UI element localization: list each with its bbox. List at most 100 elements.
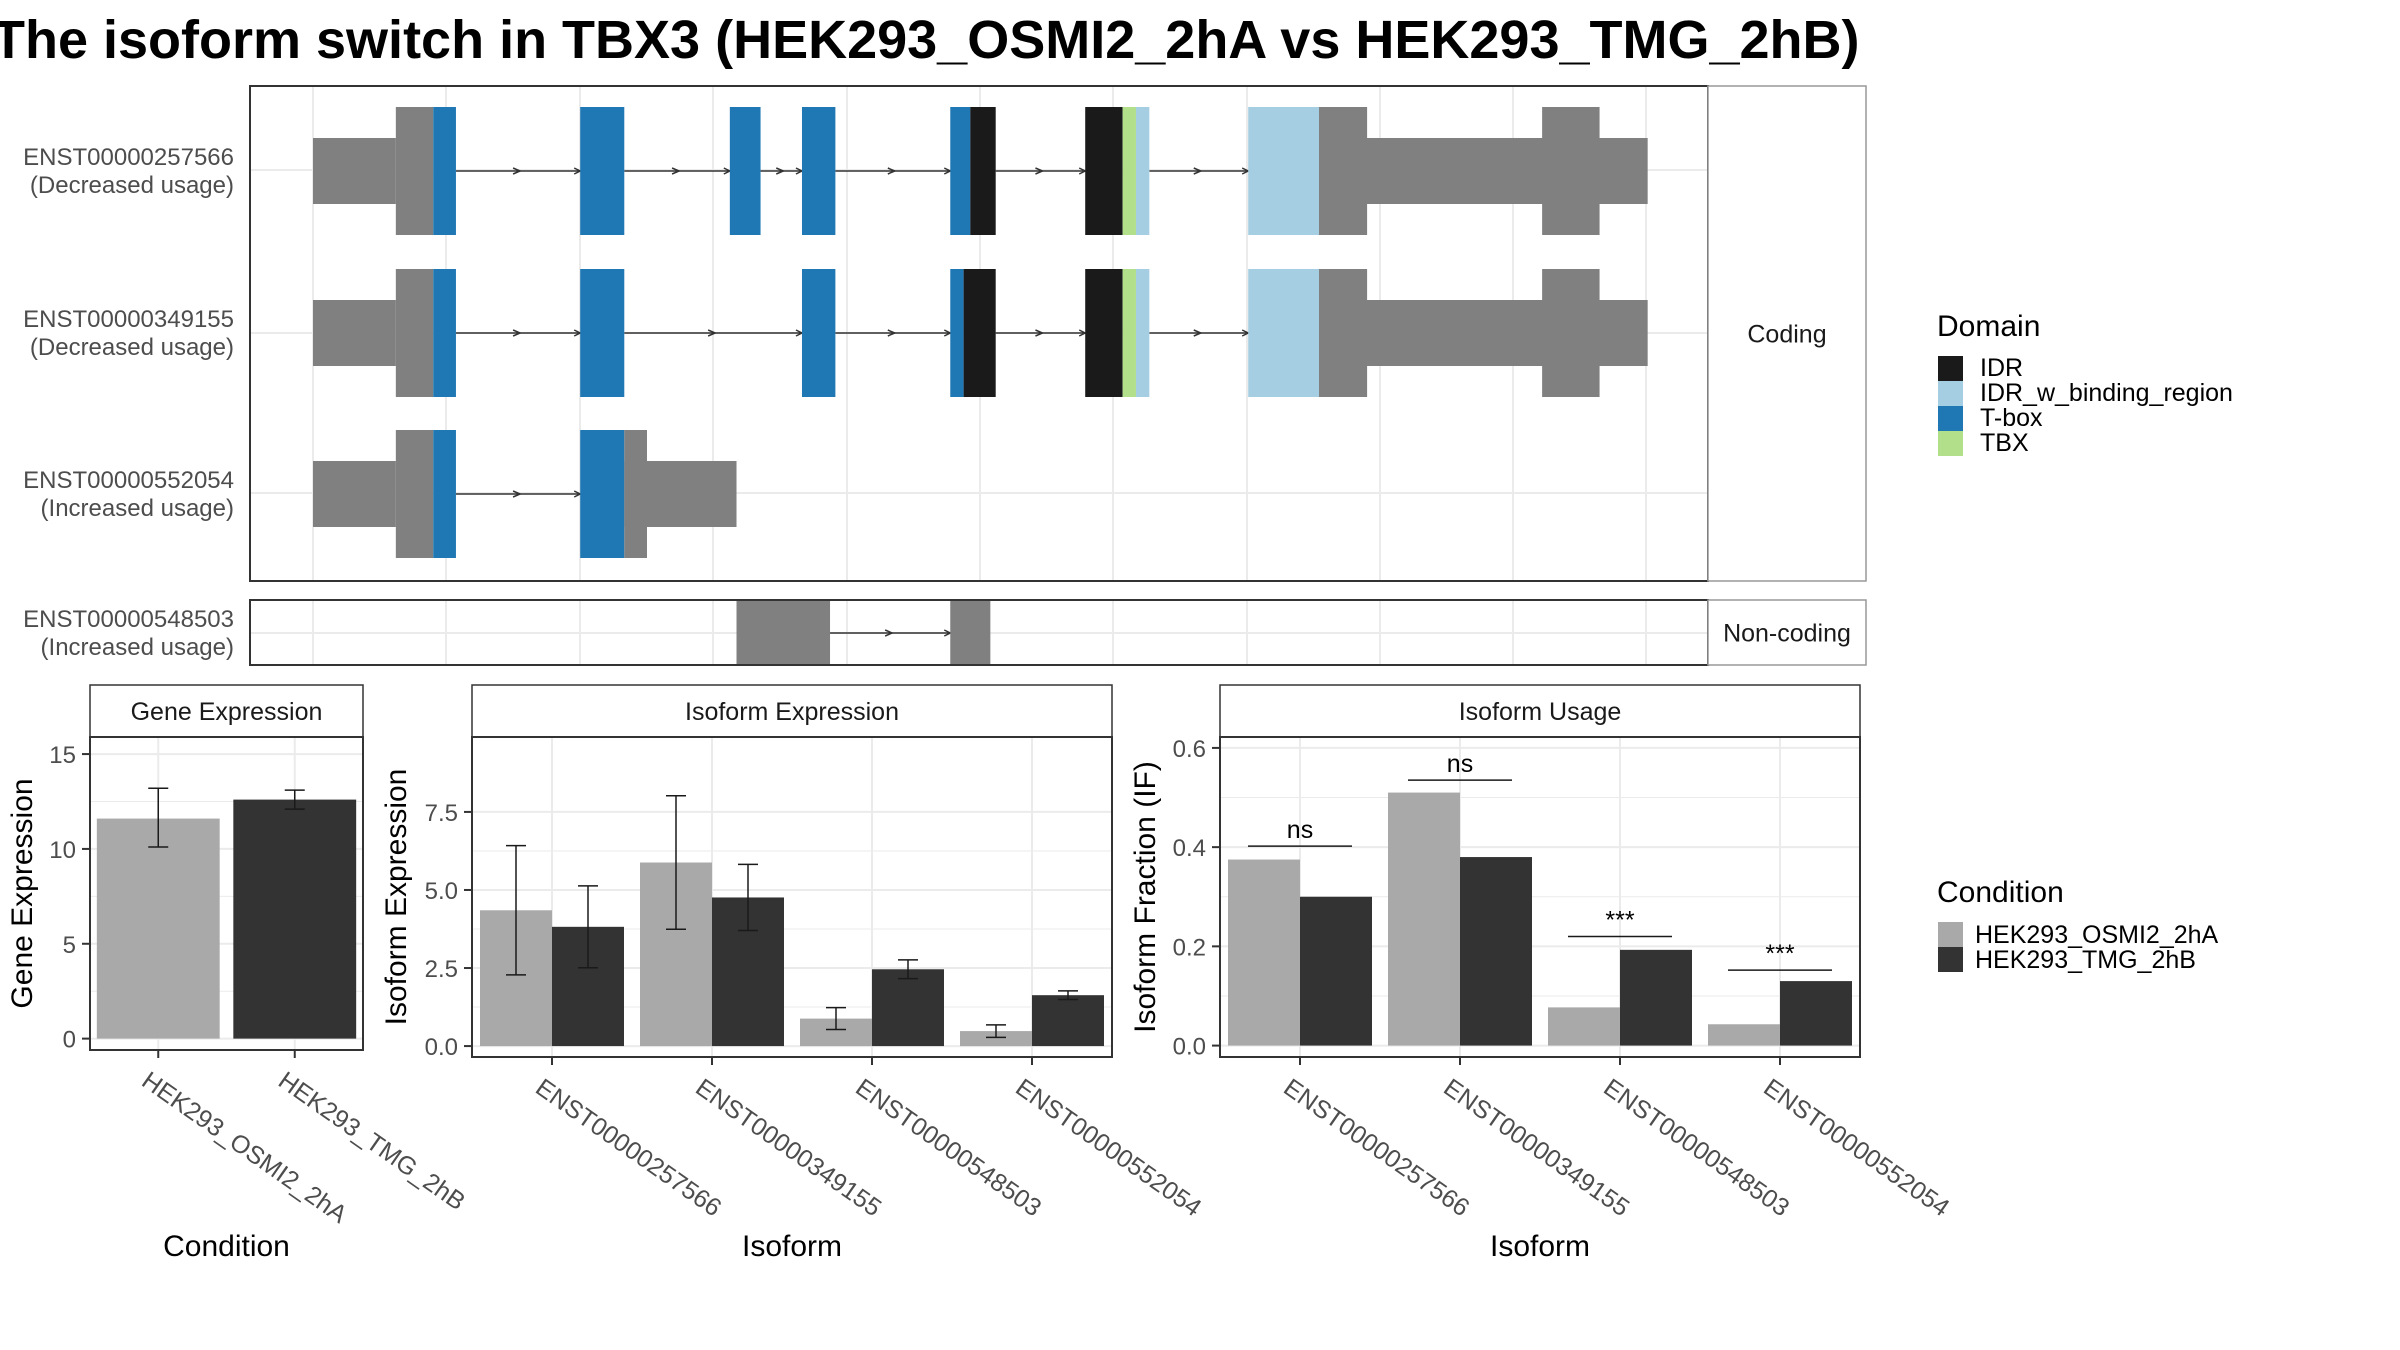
isoform-label: ENST00000552054 (Increased usage) — [23, 467, 234, 522]
y-tick-label: 7.5 — [425, 800, 458, 827]
isoform-expression-chart: Isoform Expression0.02.55.07.5ENST000002… — [380, 684, 1207, 1263]
y-tick-label: 0.4 — [1173, 835, 1206, 862]
strip — [471, 684, 1113, 738]
intron-arrow-icon — [512, 490, 522, 498]
exon-block — [395, 107, 434, 235]
legend-key-HEK293_TMG_2hB — [1938, 947, 1963, 972]
utr-block — [313, 138, 396, 204]
exon-block — [1319, 269, 1368, 397]
legend-key-IDR_w_binding_region — [1938, 381, 1963, 406]
domain-block-IDR_w_binding_region — [1135, 107, 1150, 235]
x-axis-title: Isoform — [1490, 1230, 1590, 1263]
isoform-id: ENST00000548503 — [23, 606, 234, 633]
y-axis-title: Isoform Expression — [380, 769, 413, 1026]
legend-label: IDR — [1980, 354, 2023, 382]
bar — [1708, 1024, 1780, 1046]
significance-label: *** — [1605, 906, 1634, 934]
isoform-label: ENST00000548503 (Increased usage) — [23, 606, 234, 661]
isoform-id: ENST00000552054 — [23, 467, 234, 494]
intron-arrow-icon — [512, 167, 522, 175]
facet-strip-noncoding-label: Non-coding — [1723, 620, 1851, 648]
y-tick-label: 0.6 — [1173, 736, 1206, 763]
bar — [1228, 859, 1300, 1046]
domain-block-T-box — [580, 269, 625, 397]
y-tick-label: 0 — [63, 1027, 76, 1054]
facet-strip-coding-label: Coding — [1747, 321, 1826, 349]
domain-block-T-box — [433, 430, 456, 558]
isoform-label: ENST00000349155 (Decreased usage) — [23, 306, 234, 361]
panel-border — [471, 736, 1113, 1058]
isoform-usage: (Decreased usage) — [30, 334, 234, 361]
intron-arrow-icon — [887, 167, 897, 175]
isoform-usage: (Increased usage) — [41, 634, 234, 661]
domain-block-TBX — [1122, 107, 1136, 235]
legend-key-HEK293_OSMI2_2hA — [1938, 922, 1963, 947]
y-axis-title: Isoform Fraction (IF) — [1129, 761, 1162, 1033]
legend-label: IDR_w_binding_region — [1980, 379, 2233, 407]
x-axis-title: Isoform — [742, 1230, 842, 1263]
facet-strip-coding — [1707, 85, 1867, 582]
y-tick-label: 5 — [63, 932, 76, 959]
exon-block — [624, 430, 647, 558]
bar — [1620, 949, 1692, 1046]
bar — [1548, 1007, 1620, 1046]
intron-arrow-icon — [512, 329, 522, 337]
isoform-track-ENST00000548503 — [736, 600, 991, 666]
domain-block-IDR — [1085, 269, 1123, 397]
utr-block — [313, 300, 396, 366]
domain-block-T-box — [950, 269, 964, 397]
isoform-id: ENST00000257566 — [23, 144, 234, 171]
exon-block — [736, 600, 831, 666]
domain-legend-title: Domain — [1937, 310, 2040, 343]
isoform-id: ENST00000349155 — [23, 306, 234, 333]
strip-label: Isoform Expression — [685, 698, 899, 726]
utr-block — [313, 461, 396, 527]
y-tick-label: 0.0 — [425, 1034, 458, 1061]
bar — [233, 799, 357, 1039]
significance-label: *** — [1765, 940, 1794, 968]
domain-block-T-box — [950, 107, 971, 235]
domain-block-IDR — [1085, 107, 1123, 235]
panel-border — [89, 736, 364, 1051]
legend-label: HEK293_OSMI2_2hA — [1975, 921, 2219, 949]
domain-block-T-box — [580, 430, 625, 558]
legend-label: HEK293_TMG_2hB — [1975, 946, 2196, 974]
x-axis-title: Condition — [163, 1230, 290, 1263]
y-tick-label: 2.5 — [425, 956, 458, 983]
isoform-track-ENST00000349155 — [313, 269, 1648, 397]
isoform-track-ENST00000552054 — [313, 430, 737, 558]
bar — [1032, 995, 1104, 1047]
isoform-label: ENST00000257566 (Decreased usage) — [23, 144, 234, 199]
intron-arrow-icon — [775, 167, 786, 175]
bar — [960, 1031, 1032, 1047]
y-tick-label: 0.2 — [1173, 934, 1206, 961]
domain-block-IDR_w_binding_region — [1248, 107, 1320, 235]
isoform-usage: (Increased usage) — [41, 495, 234, 522]
bar — [1780, 981, 1852, 1046]
intron-arrow-icon — [887, 329, 897, 337]
intron-arrow-icon — [1193, 329, 1203, 337]
strip — [89, 684, 364, 738]
domain-block-T-box — [433, 107, 456, 235]
domain-block-IDR_w_binding_region — [1248, 269, 1320, 397]
bar — [1300, 896, 1372, 1046]
y-tick-label: 15 — [49, 742, 76, 769]
domain-block-TBX — [1122, 269, 1136, 397]
bar — [96, 818, 220, 1039]
panel-border — [1219, 736, 1861, 1058]
y-tick-label: 0.0 — [1173, 1034, 1206, 1061]
domain-block-T-box — [801, 269, 836, 397]
isoform-track-ENST00000257566 — [313, 107, 1648, 235]
utr-block — [1328, 138, 1648, 204]
domain-block-T-box — [433, 269, 456, 397]
intron-arrow-icon — [707, 329, 718, 337]
bar — [1460, 857, 1532, 1046]
legend-key-IDR — [1938, 356, 1963, 381]
y-tick-label: 10 — [49, 837, 76, 864]
domain-block-T-box — [580, 107, 625, 235]
legend-label: T-box — [1980, 404, 2043, 432]
y-tick-label: 5.0 — [425, 878, 458, 905]
exon-block — [1542, 107, 1600, 235]
